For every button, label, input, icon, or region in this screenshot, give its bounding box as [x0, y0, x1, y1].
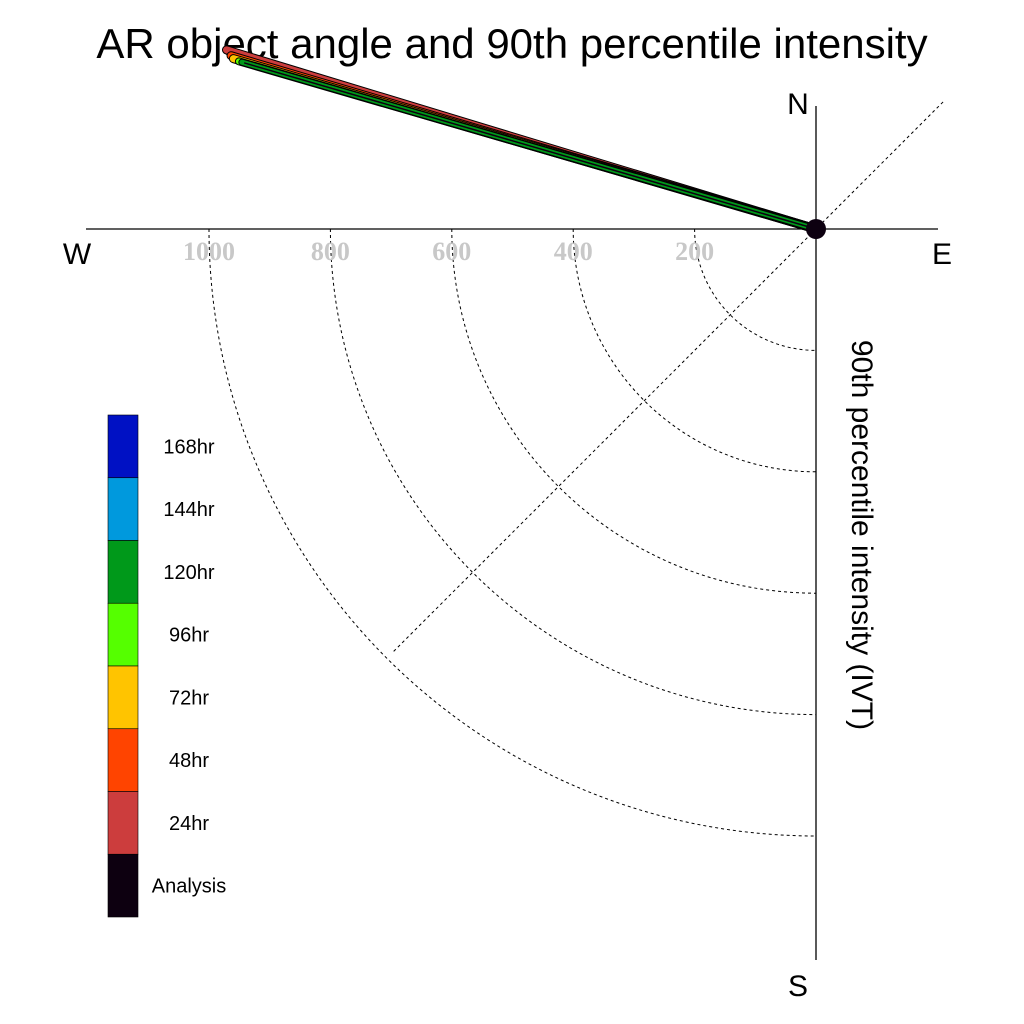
legend-swatch-120hr — [107, 540, 139, 604]
grid-arc-600 — [451, 228, 817, 594]
compass-axes — [86, 106, 938, 960]
legend-label-Analysis: Analysis — [152, 876, 226, 898]
legend-label-96hr: 96hr — [169, 625, 209, 647]
radial-axis-label: 90th percentile intensity (IVT) — [845, 340, 878, 730]
legend-swatch-48hr — [107, 728, 139, 792]
legend-swatch-24hr — [107, 791, 139, 855]
grid-arc-400 — [572, 228, 817, 473]
legend: 168hr 144hr 120hr 96hr 72hr 48hr 24hr Analysis — [107, 414, 226, 918]
legend-swatch-144hr — [107, 477, 139, 541]
legend-swatch-168hr — [107, 414, 139, 479]
legend-label-120hr: 120hr — [163, 562, 214, 584]
grid-arc-200 — [694, 228, 817, 351]
legend-label-72hr: 72hr — [169, 687, 209, 709]
origin-marker — [806, 219, 826, 239]
grid-arc-800 — [329, 228, 817, 716]
radial-tick-label-600: 600 — [432, 237, 471, 266]
series-vector-Analysis — [244, 62, 817, 230]
compass-west: W — [63, 238, 92, 271]
legend-label-168hr: 168hr — [163, 436, 214, 458]
compass-east: E — [932, 238, 952, 271]
radial-tick-labels: 200 400 600 800 1000 — [183, 237, 714, 266]
radial-tick-label-200: 200 — [675, 237, 714, 266]
compass-north: N — [787, 88, 809, 121]
compass-south: S — [788, 970, 808, 1003]
radial-tick-label-800: 800 — [311, 237, 350, 266]
legend-label-24hr: 24hr — [169, 813, 209, 835]
legend-swatch-Analysis — [107, 853, 139, 918]
chart-title: AR object angle and 90th percentile inte… — [96, 20, 927, 67]
grid-arc-1000 — [208, 228, 817, 837]
legend-label-144hr: 144hr — [163, 499, 214, 521]
polar-grid — [208, 101, 944, 837]
legend-label-48hr: 48hr — [169, 750, 209, 772]
legend-swatch-96hr — [107, 602, 139, 667]
radial-tick-label-1000: 1000 — [183, 237, 235, 266]
radial-tick-label-400: 400 — [554, 237, 593, 266]
series-vectors — [222, 45, 821, 234]
legend-swatch-72hr — [107, 665, 139, 730]
